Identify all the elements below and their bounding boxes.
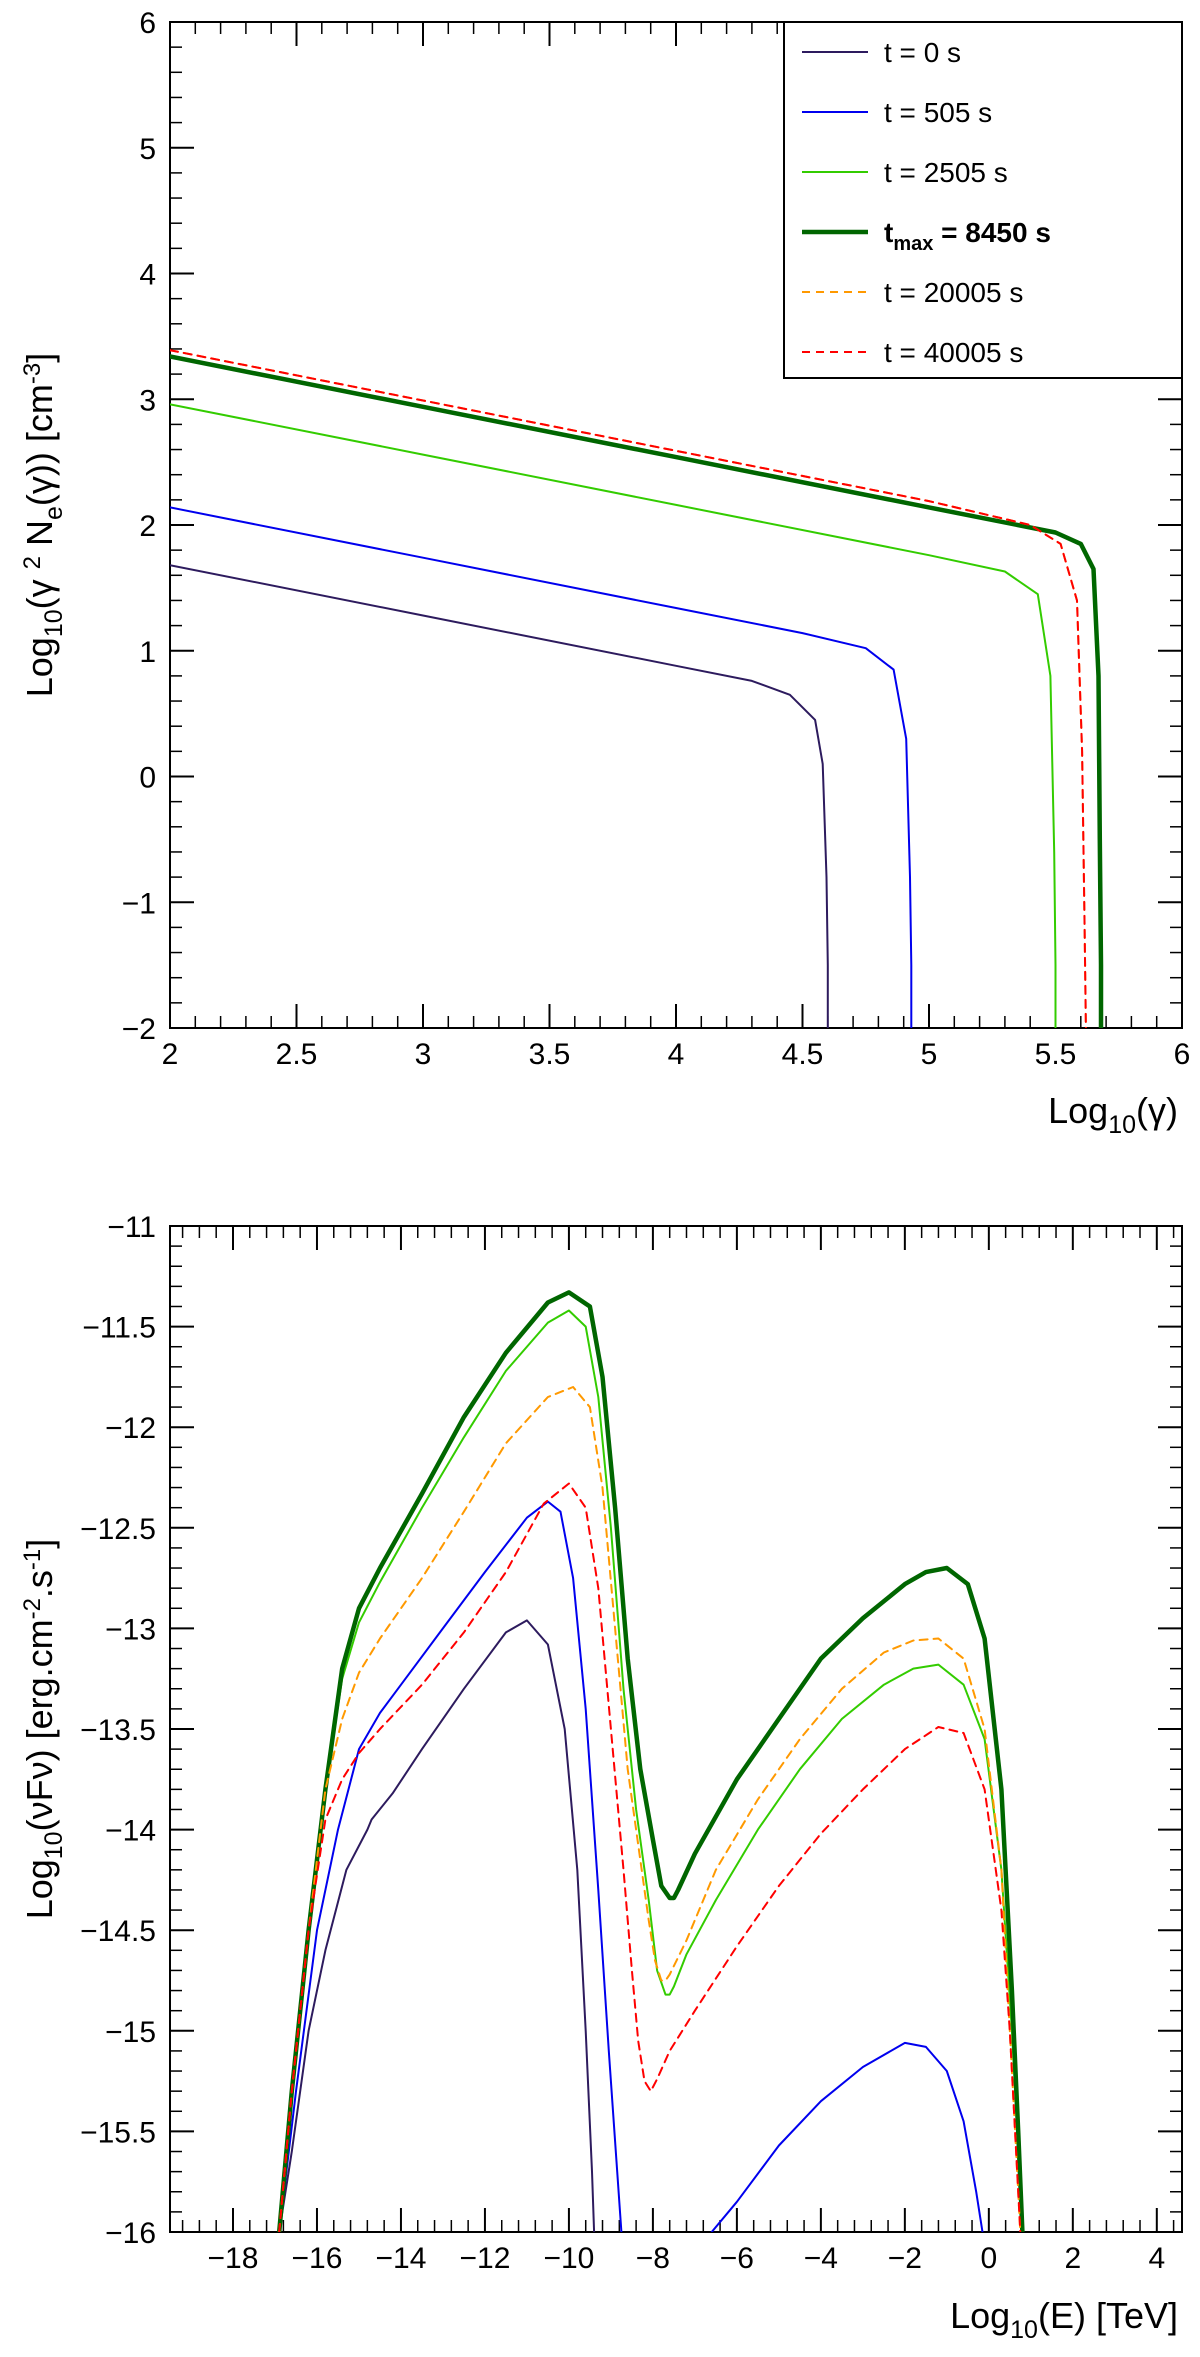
x-tick-label: −14 (376, 2242, 427, 2275)
series-line-0 (170, 564, 829, 1028)
bottom-series-group (276, 1290, 1025, 2232)
x-tick-label: 3 (415, 1038, 432, 1071)
legend-label: t = 0 s (884, 37, 961, 68)
y-tick-label: 3 (139, 384, 156, 417)
legend: t = 0 s t = 505 s t = 2505 s tmax = 8450… (783, 21, 1183, 379)
y-tick-label: −12.5 (80, 1513, 156, 1546)
x-tick-label: 2 (162, 1038, 179, 1071)
series-line-1 (170, 506, 913, 1028)
y-tick-label: −14.5 (80, 1915, 156, 1948)
x-tick-label: 4 (1148, 2242, 1165, 2275)
series-line-4 (278, 1386, 1022, 2232)
series-line-2 (278, 1309, 1024, 2232)
top-tick-labels: 2 2.5 3 3.5 4 4.5 5 5.5 6 −2 −1 0 1 2 3 4 5 6 (122, 7, 1191, 1071)
x-tick-label: 0 (980, 2242, 997, 2275)
x-tick-label: −10 (543, 2242, 594, 2275)
series-line-5 (170, 349, 1087, 1028)
y-tick-label: −12 (105, 1412, 156, 1445)
y-tick-label: −13.5 (80, 1714, 156, 1747)
y-tick-label: −14 (105, 1815, 156, 1848)
legend-item: t = 0 s (802, 37, 961, 68)
bottom-tick-labels: −18 −16 −14 −12 −10 −8 −6 −4 −2 0 2 4 −16 −15.5 −15 −14… (80, 1211, 1165, 2275)
bottom-x-axis-title: Log10(E) [TeV] (950, 2295, 1178, 2344)
bottom-tick-marks (170, 1225, 1182, 2233)
x-tick-label: 3.5 (529, 1038, 571, 1071)
y-tick-label: −11 (107, 1211, 156, 1244)
y-tick-label: 2 (139, 510, 156, 543)
series-line-0 (278, 1619, 596, 2232)
x-tick-label: 4 (668, 1038, 685, 1071)
series-line-2 (170, 403, 1057, 1028)
top-series-group (170, 349, 1104, 1028)
series-line-3 (170, 354, 1104, 1028)
y-tick-label: 0 (139, 762, 156, 795)
y-tick-label: −1 (122, 887, 156, 920)
x-tick-label: −18 (208, 2242, 259, 2275)
y-tick-label: −11.5 (82, 1312, 156, 1345)
x-tick-label: 6 (1174, 1038, 1191, 1071)
top-y-axis-title: Log10(γ 2 Ne(γ)) [cm-3] (19, 353, 68, 697)
series-line-1 (278, 1500, 623, 2232)
x-tick-label: 5 (921, 1038, 938, 1071)
x-tick-label: −4 (804, 2242, 838, 2275)
y-tick-label: −15 (105, 2016, 156, 2049)
bottom-chart: −18 −16 −14 −12 −10 −8 −6 −4 −2 0 2 4 −16 −15.5 −15 −14… (19, 1211, 1183, 2344)
bottom-y-axis-title: Log10(νFν) [erg.cm-2.s-1] (19, 1539, 68, 1920)
x-tick-label: 5.5 (1035, 1038, 1077, 1071)
x-tick-label: −2 (888, 2242, 922, 2275)
x-tick-label: −16 (292, 2242, 343, 2275)
x-tick-label: 2 (1064, 2242, 1081, 2275)
legend-item: t = 40005 s (802, 337, 1023, 368)
x-tick-label: −12 (459, 2242, 510, 2275)
series-line-5 (278, 1482, 1022, 2232)
x-tick-label: −6 (720, 2242, 754, 2275)
series-line-1 (710, 2041, 984, 2232)
y-tick-label: −15.5 (80, 2116, 156, 2149)
x-tick-label: −8 (636, 2242, 670, 2275)
legend-item: t = 505 s (802, 97, 992, 128)
y-tick-label: 5 (139, 133, 156, 166)
y-tick-label: 4 (139, 259, 156, 292)
x-tick-label: 2.5 (276, 1038, 318, 1071)
y-tick-label: −2 (122, 1013, 156, 1046)
legend-box (783, 21, 1183, 379)
x-tick-label: 4.5 (782, 1038, 824, 1071)
legend-label: t = 20005 s (884, 277, 1023, 308)
y-tick-label: −13 (105, 1613, 156, 1646)
y-tick-label: −16 (105, 2217, 156, 2250)
legend-label: t = 2505 s (884, 157, 1008, 188)
legend-item: t = 2505 s (802, 157, 1008, 188)
legend-item: t = 20005 s (802, 277, 1023, 308)
y-tick-label: 6 (139, 7, 156, 40)
legend-label: t = 505 s (884, 97, 992, 128)
series-line-3 (276, 1290, 1025, 2232)
legend-label: t = 40005 s (884, 337, 1023, 368)
y-tick-label: 1 (139, 636, 156, 669)
